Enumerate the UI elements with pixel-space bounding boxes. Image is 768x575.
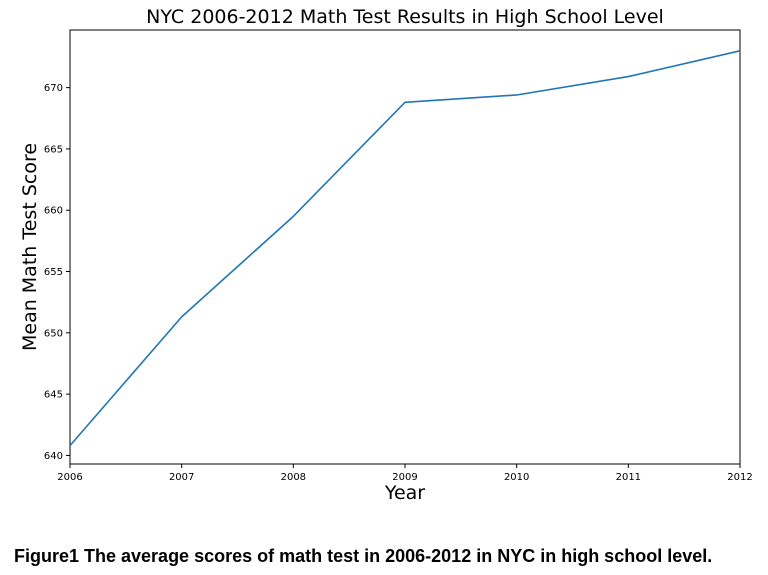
y-tick-label: 660: [44, 206, 63, 217]
y-tick-label: 665: [44, 144, 63, 155]
data-point: [627, 75, 629, 77]
x-axis: 2006 2007 2008 2009 2010 2011 2012: [57, 464, 753, 483]
x-tick-label: 2009: [392, 472, 417, 483]
figure-caption: Figure1 The average scores of math test …: [14, 546, 713, 566]
chart-title: NYC 2006-2012 Math Test Results in High …: [146, 6, 664, 28]
y-axis-title: Mean Math Test Score: [19, 143, 41, 351]
series-line: [69, 50, 741, 447]
line-chart: NYC 2006-2012 Math Test Results in High …: [19, 6, 753, 504]
data-point: [739, 50, 741, 52]
y-tick-label: 640: [44, 451, 63, 462]
y-tick-label: 645: [44, 390, 63, 401]
series-group: [69, 50, 741, 447]
x-tick-label: 2006: [57, 472, 82, 483]
y-tick-label: 670: [44, 83, 63, 94]
x-tick-label: 2008: [281, 472, 306, 483]
data-point: [292, 215, 294, 217]
plot-area-frame: [69, 29, 741, 465]
data-point: [180, 316, 182, 318]
data-point: [515, 94, 517, 96]
y-tick-label: 655: [44, 267, 63, 278]
data-point: [404, 101, 406, 103]
data-point: [69, 444, 71, 446]
y-axis: 640 645 650 655 660 665 670: [44, 83, 70, 462]
x-axis-title: Year: [384, 482, 425, 504]
y-tick-label: 650: [44, 328, 63, 339]
x-tick-label: 2012: [727, 472, 752, 483]
x-tick-label: 2007: [169, 472, 194, 483]
x-tick-label: 2010: [504, 472, 529, 483]
x-tick-label: 2011: [616, 472, 641, 483]
